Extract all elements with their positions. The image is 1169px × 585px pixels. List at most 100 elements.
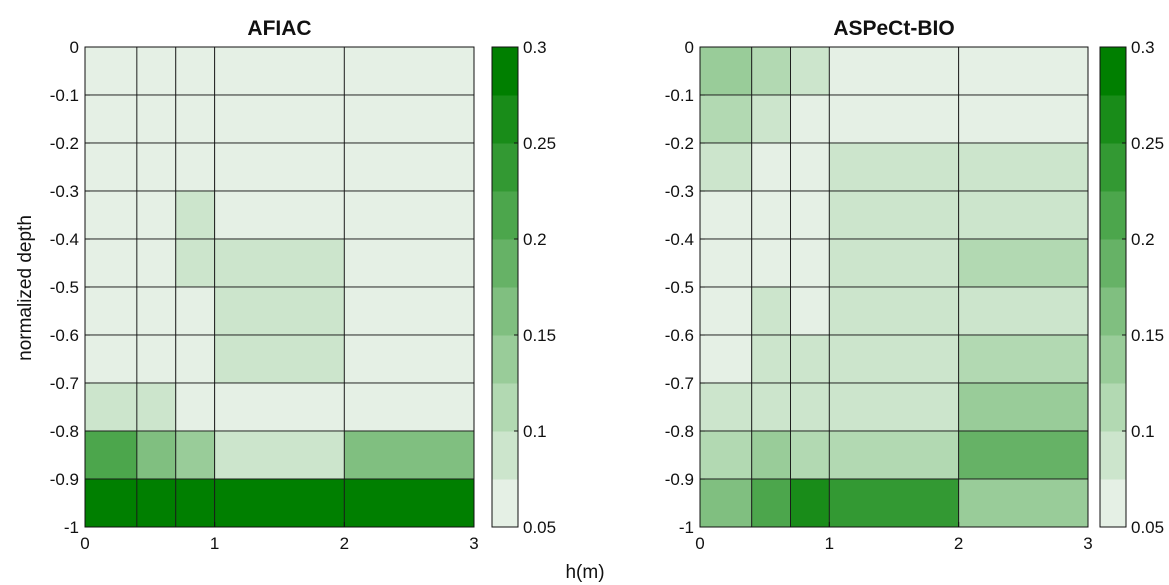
afiac-panel: AFIAC 0 -0.1 -0.2 -0.3 -0.4 -0.5 -0.6 -0.7 -0.8 -0… (50, 17, 556, 553)
heatmap-cell (136, 430, 177, 480)
heatmap-cell (214, 94, 345, 144)
heatmap-cell (699, 286, 753, 336)
heatmap-cell (958, 382, 1089, 432)
colorbar-segment (492, 383, 518, 432)
colorbar-segment (1100, 287, 1126, 336)
heatmap-cell (175, 46, 216, 96)
colorbar-tick-label: 0.1 (523, 422, 547, 441)
x-tick-label: 2 (340, 534, 349, 553)
heatmap-cell (175, 142, 216, 192)
x-tick-label: 3 (469, 534, 478, 553)
heatmap-cell (214, 142, 345, 192)
colorbar-frame (491, 46, 519, 528)
heatmap-cell (790, 478, 830, 528)
aspect-bio-panel: ASPeCt-BIO 0 -0.1 -0.2 -0.3 -0.4 -0.5 -0.6 -0.7 -… (665, 17, 1164, 553)
heatmap-cell (84, 190, 138, 240)
heatmap-cell (958, 286, 1089, 336)
heatmap-cell (699, 94, 753, 144)
y-tick-label: -1 (64, 518, 79, 537)
heatmap-cell (699, 238, 753, 288)
heatmap-cell (84, 286, 138, 336)
heatmap-cell (84, 142, 138, 192)
heatmap-cell (214, 478, 345, 528)
heatmap-cell (790, 238, 830, 288)
heatmap-cell (136, 46, 177, 96)
heatmap-cell (175, 430, 216, 480)
x-tick-label: 3 (1083, 534, 1092, 553)
y-tick-label: -0.3 (50, 182, 79, 201)
heatmap-cell (175, 94, 216, 144)
heatmap-cell (958, 334, 1089, 384)
heatmap-cell (828, 430, 960, 480)
heatmap-cell (214, 430, 345, 480)
heatmap-cell (751, 238, 791, 288)
heatmap-cell (828, 478, 960, 528)
colorbar-segment (492, 143, 518, 192)
heatmap-cell (958, 478, 1089, 528)
colorbar-tick-label: 0.05 (1131, 518, 1164, 537)
y-tick-label: -0.8 (665, 422, 694, 441)
y-tick-label: -0.7 (50, 374, 79, 393)
heatmap-cell (828, 94, 960, 144)
y-tick-label: 0 (70, 38, 79, 57)
heatmap-cell (175, 286, 216, 336)
colorbar-segment (492, 47, 518, 96)
colorbar-segment (1100, 191, 1126, 240)
colorbar-tick-label: 0.25 (523, 134, 556, 153)
heatmap-cell (790, 430, 830, 480)
colorbar-tick-label: 0.3 (1131, 38, 1155, 57)
heatmap-cell (958, 46, 1089, 96)
heatmap-cell (84, 478, 138, 528)
heatmap-cell (699, 430, 753, 480)
colorbar-segment (492, 95, 518, 144)
x-tick-label: 0 (80, 534, 89, 553)
heatmap-cell (343, 382, 475, 432)
heatmap-cell (790, 382, 830, 432)
colorbar-segment (1100, 335, 1126, 384)
colorbar-tick-label: 0.05 (523, 518, 556, 537)
heatmap-cell (751, 94, 791, 144)
colorbar-tick-label: 0.2 (1131, 230, 1155, 249)
colorbar-segment (1100, 479, 1126, 528)
heatmap-cell (828, 286, 960, 336)
y-tick-label: -0.9 (50, 470, 79, 489)
heatmap-cell (214, 382, 345, 432)
heatmap-cell (958, 94, 1089, 144)
heatmap-cell (790, 334, 830, 384)
y-tick-label: -0.6 (50, 326, 79, 345)
colorbar-segment (1100, 47, 1126, 96)
heatmap-cell (136, 94, 177, 144)
x-axis-label: h(m) (565, 562, 604, 583)
heatmap-cell (699, 382, 753, 432)
heatmap-cell (136, 238, 177, 288)
heatmap-cell (175, 238, 216, 288)
heatmap-cell (136, 142, 177, 192)
heatmap-cell (751, 142, 791, 192)
heatmap-cell (136, 334, 177, 384)
colorbar-tick-label: 0.1 (1131, 422, 1155, 441)
colorbar-segment (1100, 383, 1126, 432)
heatmap-cell (699, 190, 753, 240)
heatmap-cell (343, 238, 475, 288)
y-axis-label: normalized depth (15, 215, 36, 361)
heatmap-cell (790, 286, 830, 336)
x-tick-label: 0 (695, 534, 704, 553)
colorbar-tick-label: 0.2 (523, 230, 547, 249)
y-tick-label: -0.2 (665, 134, 694, 153)
y-tick-label: -0.6 (665, 326, 694, 345)
heatmap-cell (699, 142, 753, 192)
heatmap-cell (343, 478, 475, 528)
heatmap-cell (828, 382, 960, 432)
heatmap-cell (214, 46, 345, 96)
heatmap-cell (790, 94, 830, 144)
heatmap-cell (343, 334, 475, 384)
heatmap-cell (958, 190, 1089, 240)
heatmap-cell (958, 430, 1089, 480)
colorbar-segment (492, 479, 518, 528)
heatmap-cell (699, 46, 753, 96)
panel-title: AFIAC (247, 17, 311, 40)
heatmap-cell (343, 286, 475, 336)
colorbar-segment (1100, 143, 1126, 192)
heatmap-cell (84, 334, 138, 384)
